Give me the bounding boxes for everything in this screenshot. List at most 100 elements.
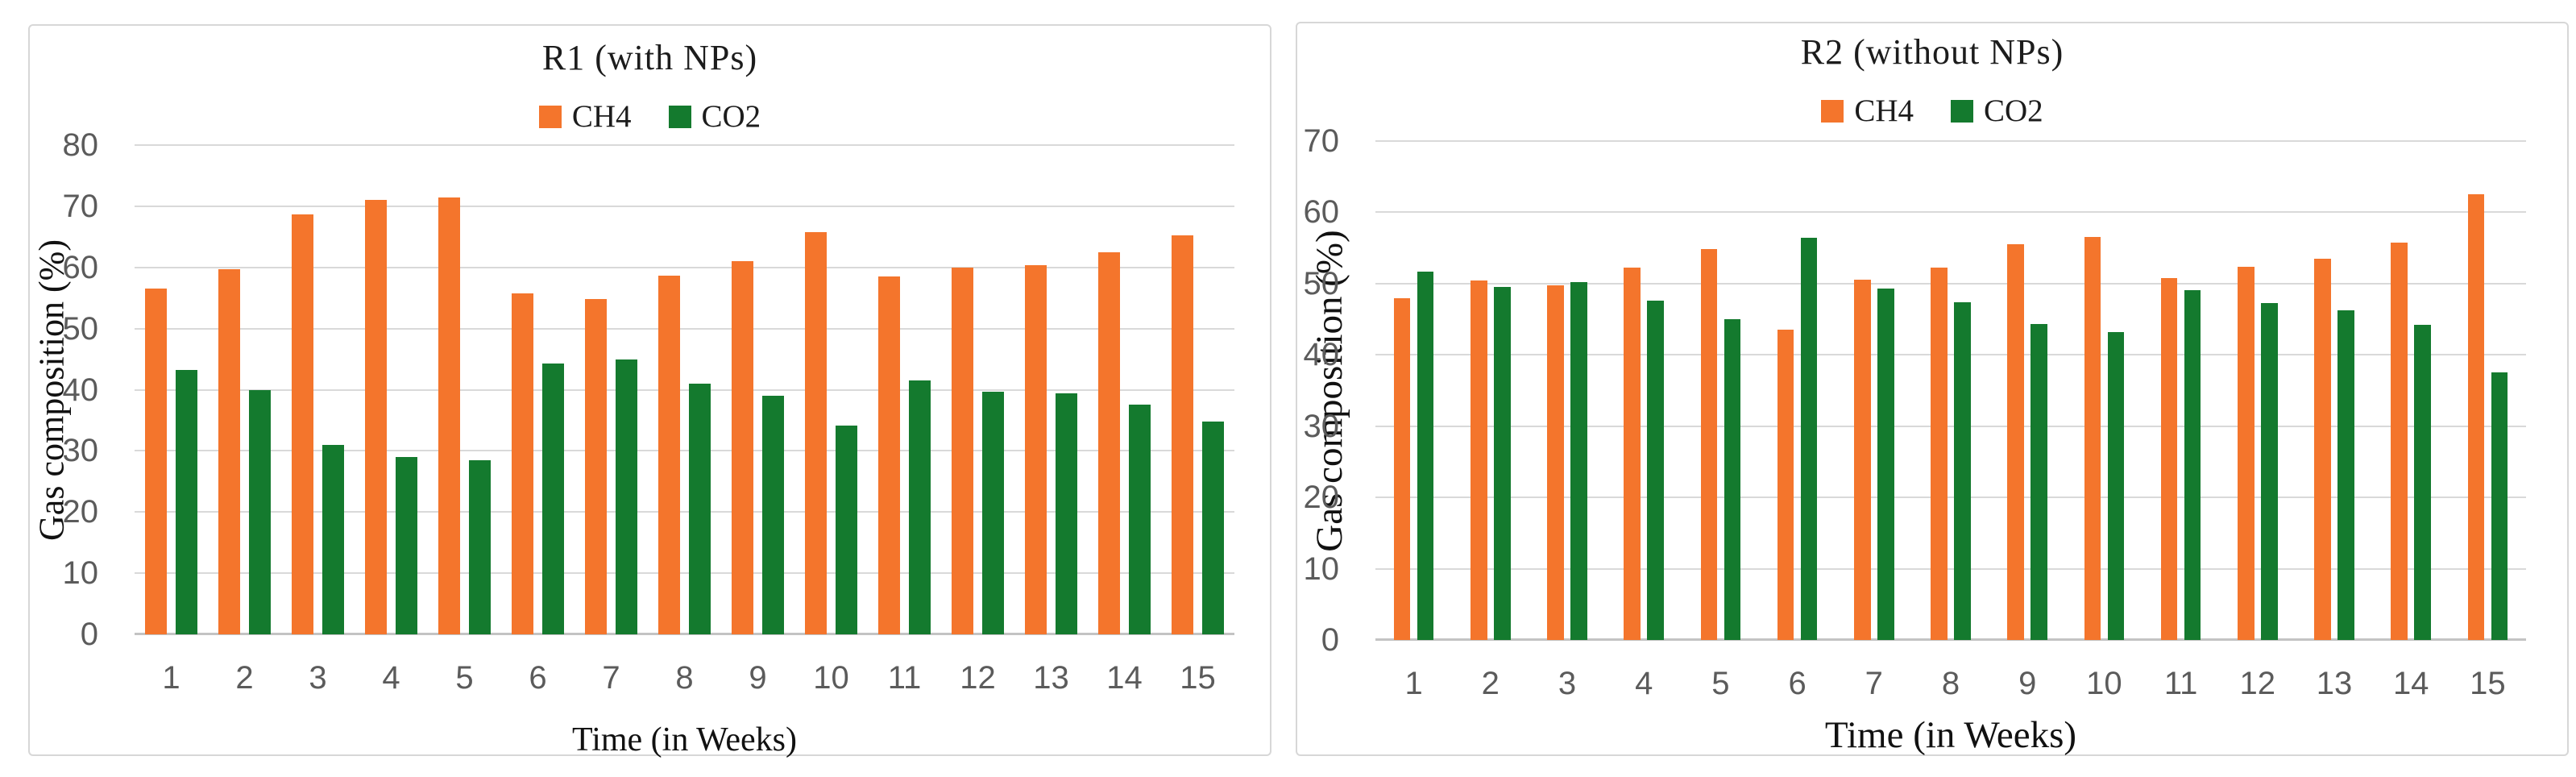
y-tick-label: 30 <box>1303 408 1340 444</box>
x-tick-label: 13 <box>2316 666 2353 701</box>
plot-area-r2: 0 10 20 30 40 50 60 70 1 2 3 4 5 6 7 8 9 10 11 12 13 14 15 <box>1304 123 2526 701</box>
bar-ch4-week-7 <box>585 299 608 634</box>
y-gridline <box>1375 425 2526 427</box>
x-axis-label-r2: Time (in Weeks) <box>1824 714 2077 756</box>
x-tick-label: 6 <box>529 660 547 696</box>
y-tick-label: 30 <box>62 433 99 469</box>
legend-label-co2: CO2 <box>1984 93 2043 128</box>
y-tick-label: 80 <box>62 127 99 163</box>
y-tick-label: 40 <box>1303 337 1340 373</box>
chart-title-r1: R1 (with NPs) <box>541 38 758 77</box>
bar-co2-week-6 <box>1800 238 1818 640</box>
y-gridline <box>135 388 1234 391</box>
bar-ch4-week-4 <box>1624 268 1641 640</box>
x-tick-label: 1 <box>162 660 180 696</box>
bar-ch4-week-6 <box>512 293 534 634</box>
x-tick-label: 9 <box>2018 666 2037 701</box>
x-tick-label: 14 <box>1106 660 1143 696</box>
x-tick-label: 11 <box>2163 666 2198 701</box>
bar-co2-week-12 <box>981 391 1004 634</box>
x-axis-label-r1: Time (in Weeks) <box>572 721 797 758</box>
bar-ch4-week-12 <box>2238 266 2255 640</box>
y-gridline <box>135 205 1234 207</box>
y-gridline <box>1375 282 2526 285</box>
x-tick-label: 10 <box>2086 666 2122 701</box>
bar-ch4-week-9 <box>2007 244 2024 640</box>
legend-label-co2: CO2 <box>701 99 761 134</box>
bar-co2-week-7 <box>615 359 637 634</box>
bar-co2-week-11 <box>908 380 931 634</box>
chart-panel-r1: R1 (with NPs) CH4 CO2 Gas composition (%… <box>28 24 1271 758</box>
x-tick-label: 12 <box>2239 666 2276 701</box>
bar-co2-week-8 <box>1954 301 1971 640</box>
y-tick-label: 60 <box>1303 194 1340 231</box>
x-tick-label: 10 <box>813 660 849 696</box>
bar-ch4-week-14 <box>2391 243 2408 640</box>
x-tick-label: 2 <box>235 660 254 696</box>
bar-ch4-week-10 <box>2084 236 2101 640</box>
bar-ch4-week-5 <box>438 197 461 634</box>
bar-co2-week-4 <box>1647 301 1664 640</box>
bar-ch4-week-6 <box>1777 330 1794 640</box>
legend-label-ch4: CH4 <box>1854 93 1914 128</box>
x-tick-label: 11 <box>887 660 922 696</box>
bar-co2-week-6 <box>541 363 564 634</box>
bar-ch4-week-8 <box>1931 267 1948 640</box>
bar-co2-week-2 <box>248 389 271 634</box>
bar-ch4-week-15 <box>2467 194 2485 640</box>
bar-co2-week-11 <box>2184 289 2201 640</box>
legend-swatch-ch4-icon <box>538 105 562 128</box>
y-tick-label: 40 <box>62 372 99 408</box>
y-gridline <box>1375 354 2526 356</box>
bar-co2-week-3 <box>1570 282 1587 640</box>
x-tick-label: 8 <box>1941 666 1960 701</box>
y-gridline <box>135 266 1234 268</box>
y-gridline <box>1375 567 2526 570</box>
chart-title-r2: R2 (without NPs) <box>1800 32 2064 72</box>
bar-co2-week-13 <box>2337 310 2354 640</box>
x-tick-label: 15 <box>1180 660 1216 696</box>
bar-co2-week-7 <box>1877 289 1894 640</box>
y-tick-label: 10 <box>62 555 99 592</box>
legend-item-co2: CO2 <box>1951 93 2043 129</box>
bar-co2-week-14 <box>1128 405 1151 634</box>
y-gridline <box>135 511 1234 513</box>
y-gridline <box>135 450 1234 452</box>
bar-co2-week-4 <box>395 456 417 634</box>
bar-ch4-week-15 <box>1172 235 1194 634</box>
y-tick-label: 50 <box>62 310 99 347</box>
y-tick-label: 20 <box>62 494 99 530</box>
y-gridline <box>135 572 1234 575</box>
bar-ch4-week-13 <box>2314 258 2331 640</box>
bar-co2-week-2 <box>1494 287 1511 640</box>
x-tick-label: 13 <box>1033 660 1069 696</box>
x-tick-label: 15 <box>2470 666 2506 701</box>
y-gridline <box>135 144 1234 146</box>
bar-ch4-week-1 <box>145 289 168 634</box>
bar-ch4-week-2 <box>1471 280 1487 640</box>
x-tick-label: 2 <box>1481 666 1500 701</box>
x-tick-label: 4 <box>1635 666 1653 701</box>
bar-ch4-week-1 <box>1393 297 1411 640</box>
bar-ch4-week-12 <box>952 267 974 634</box>
bar-co2-week-14 <box>2414 325 2431 640</box>
bar-co2-week-3 <box>321 444 344 634</box>
bar-co2-week-13 <box>1055 393 1077 634</box>
x-tick-label: 1 <box>1404 666 1423 701</box>
legend-label-ch4: CH4 <box>571 99 632 134</box>
y-tick-label: 10 <box>1303 551 1340 587</box>
bar-ch4-week-8 <box>658 275 681 634</box>
plot-area-r1: 0 10 20 30 40 50 60 70 80 1 2 3 4 5 6 7 8 9 10 11 12 13 14 15 <box>63 127 1234 696</box>
bar-ch4-week-9 <box>732 261 754 634</box>
bar-co2-week-10 <box>2107 332 2125 640</box>
x-tick-label: 7 <box>1865 666 1883 701</box>
legend-swatch-ch4-icon <box>1821 99 1844 123</box>
bar-co2-week-1 <box>1417 271 1434 640</box>
bar-co2-week-1 <box>175 370 197 634</box>
bar-ch4-week-2 <box>218 269 241 634</box>
x-tick-label: 9 <box>749 660 767 696</box>
bar-co2-week-8 <box>688 383 711 634</box>
bar-ch4-week-11 <box>878 276 901 634</box>
bar-ch4-week-11 <box>2160 277 2178 640</box>
legend-item-co2: CO2 <box>668 98 761 135</box>
